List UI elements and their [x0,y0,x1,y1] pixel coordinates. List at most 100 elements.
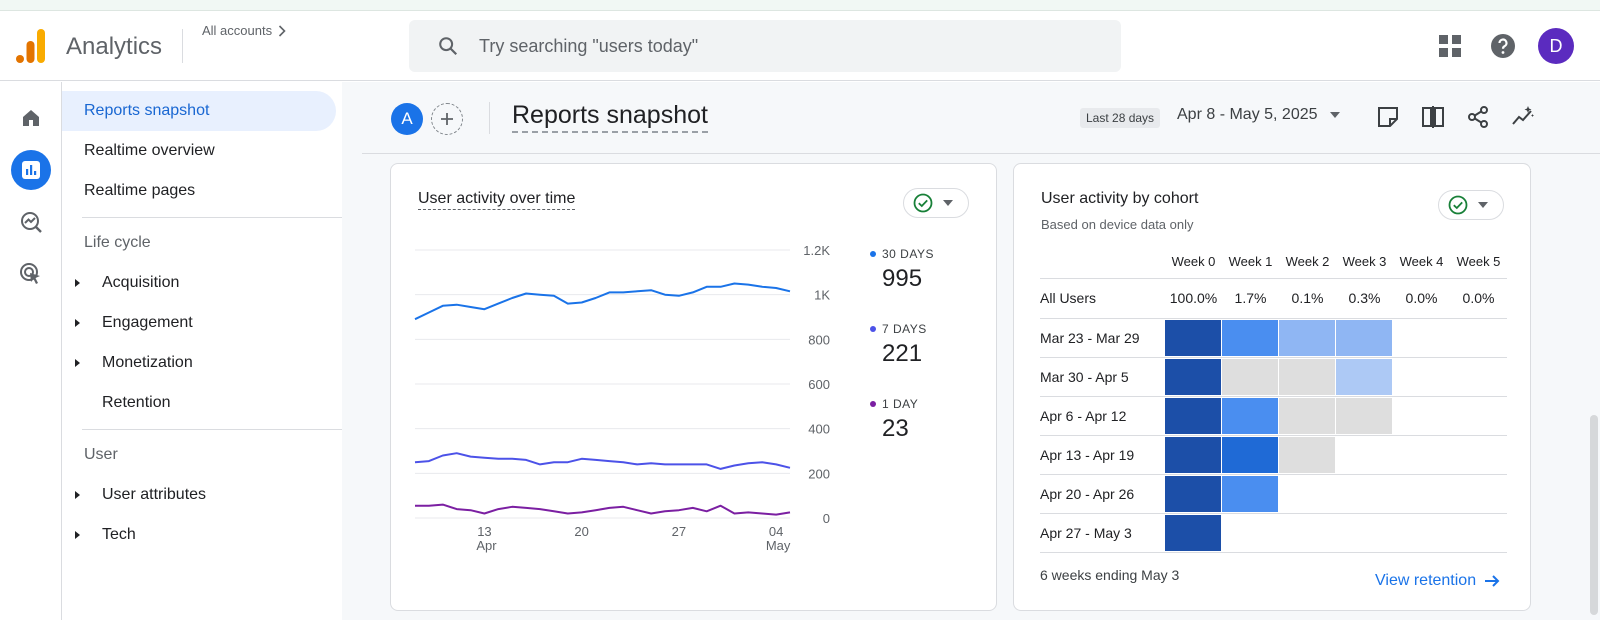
nav-section-life-cycle[interactable]: Life cycle [62,223,384,263]
cohort-cell[interactable] [1336,357,1393,397]
arrow-right-icon [1485,575,1500,587]
legend-value: 23 [882,415,909,442]
share-icon[interactable] [1466,105,1490,129]
cohort-cell [1393,474,1450,514]
search-bar[interactable] [409,20,1121,72]
nav-engagement[interactable]: Engagement [62,303,336,343]
nav-user-attributes[interactable]: User attributes [62,475,336,515]
cohort-cell[interactable] [1279,435,1336,475]
account-avatar[interactable]: D [1538,28,1574,64]
cohort-cell[interactable] [1165,474,1222,514]
cohort-cell[interactable] [1336,318,1393,358]
cohort-cell-fill [1450,476,1506,512]
cohort-cell [1393,513,1450,553]
nav-reports-snapshot[interactable]: Reports snapshot [62,91,336,131]
nav-section-user[interactable]: User [62,435,384,475]
y-tick-label: 800 [808,332,830,347]
y-tick-label: 600 [808,377,830,392]
x-tick-label: 27 [672,524,686,539]
card-title: User activity by cohort [1041,190,1199,207]
nav-realtime-overview[interactable]: Realtime overview [62,131,336,171]
view-retention-label: View retention [1375,572,1477,589]
expand-arrow-icon [75,491,80,499]
cohort-cell-fill [1450,320,1506,356]
help-icon[interactable] [1490,33,1516,59]
explore-icon[interactable] [11,202,51,242]
cohort-cell[interactable] [1279,357,1336,397]
cohort-cell[interactable] [1165,318,1222,358]
home-icon[interactable] [11,98,51,138]
legend-label: 1 DAY [882,397,919,411]
series-line-1-day[interactable] [415,503,791,516]
cohort-cell[interactable] [1222,357,1279,397]
week-header: Week 2 [1285,254,1330,270]
nav-retention[interactable]: Retention [62,383,336,423]
all-accounts-button[interactable]: All accounts [202,23,286,38]
y-tick-label: 1K [814,288,830,303]
cohort-row: Apr 20 - Apr 26 [1040,474,1507,514]
x-tick-month-label: May [766,538,791,553]
cohort-cell[interactable] [1165,396,1222,436]
cohort-cell[interactable] [1165,513,1222,553]
week-header: Week 3 [1342,254,1387,270]
week-header: Week 0 [1171,254,1216,270]
comparison-avatar[interactable]: A [391,103,423,135]
insights-icon[interactable] [1511,105,1535,129]
advertising-icon[interactable] [11,254,51,294]
dropdown-arrow-icon [1329,112,1340,118]
card-status-dropdown[interactable] [1438,190,1504,220]
header-divider [182,29,183,63]
cohort-cell-fill [1165,475,1221,512]
cohort-cell [1336,435,1393,475]
cohort-cell [1336,513,1393,553]
add-comparison-button[interactable] [431,103,463,135]
cohort-cell[interactable] [1222,474,1279,514]
apps-grid-icon[interactable] [1437,33,1463,59]
cohort-table: Week 0 Week 1 Week 2 Week 3 Week 4 Week … [1040,246,1507,553]
cohort-cell-fill [1450,359,1506,395]
cohort-cell[interactable] [1222,435,1279,475]
search-input[interactable] [479,35,1039,57]
row-label: Mar 30 - Apr 5 [1040,357,1165,397]
expand-arrow-icon [75,531,80,539]
y-tick-label: 1.2K [803,243,830,258]
cohort-cell[interactable] [1279,318,1336,358]
nav-tech[interactable]: Tech [62,515,336,555]
analytics-logo-icon [16,29,45,63]
series-line-7-days[interactable] [414,452,791,470]
date-range-label: Apr 8 - May 5, 2025 [1177,106,1318,123]
nav-acquisition[interactable]: Acquisition [62,263,336,303]
app-header: Analytics All accounts D [0,11,1600,81]
nav-label: Realtime pages [84,182,196,199]
nav-realtime-pages[interactable]: Realtime pages [62,171,336,211]
cohort-cell[interactable] [1336,396,1393,436]
cohort-cell-fill [1336,358,1392,395]
cohort-cell-fill [1222,397,1278,434]
card-status-dropdown[interactable] [903,188,969,218]
plus-icon [441,113,453,125]
cohort-row: Mar 23 - Mar 29 [1040,318,1507,358]
row-label: Apr 20 - Apr 26 [1040,474,1165,514]
page-scrollbar[interactable] [1590,415,1598,615]
series-line-30-days[interactable] [414,282,791,321]
cohort-cell[interactable] [1165,435,1222,475]
retention-value: 100.0% [1165,277,1222,319]
cohort-cell-fill [1165,397,1221,434]
cohort-cell [1393,396,1450,436]
reports-icon[interactable] [11,150,51,190]
nav-divider [82,217,384,218]
cohort-cell[interactable] [1279,396,1336,436]
cohort-cell[interactable] [1222,318,1279,358]
compare-columns-icon[interactable] [1421,105,1445,129]
date-range-picker[interactable]: Apr 8 - May 5, 2025 [1177,106,1340,124]
cohort-cell[interactable] [1165,357,1222,397]
cohort-cell-fill [1279,476,1335,512]
cohort-cell [1393,435,1450,475]
row-label: Apr 27 - May 3 [1040,513,1165,553]
annotation-icon[interactable] [1376,105,1400,129]
cohort-cell[interactable] [1222,396,1279,436]
nav-monetization[interactable]: Monetization [62,343,336,383]
nav-label: Monetization [102,354,193,371]
view-retention-link[interactable]: View retention [1375,572,1500,590]
